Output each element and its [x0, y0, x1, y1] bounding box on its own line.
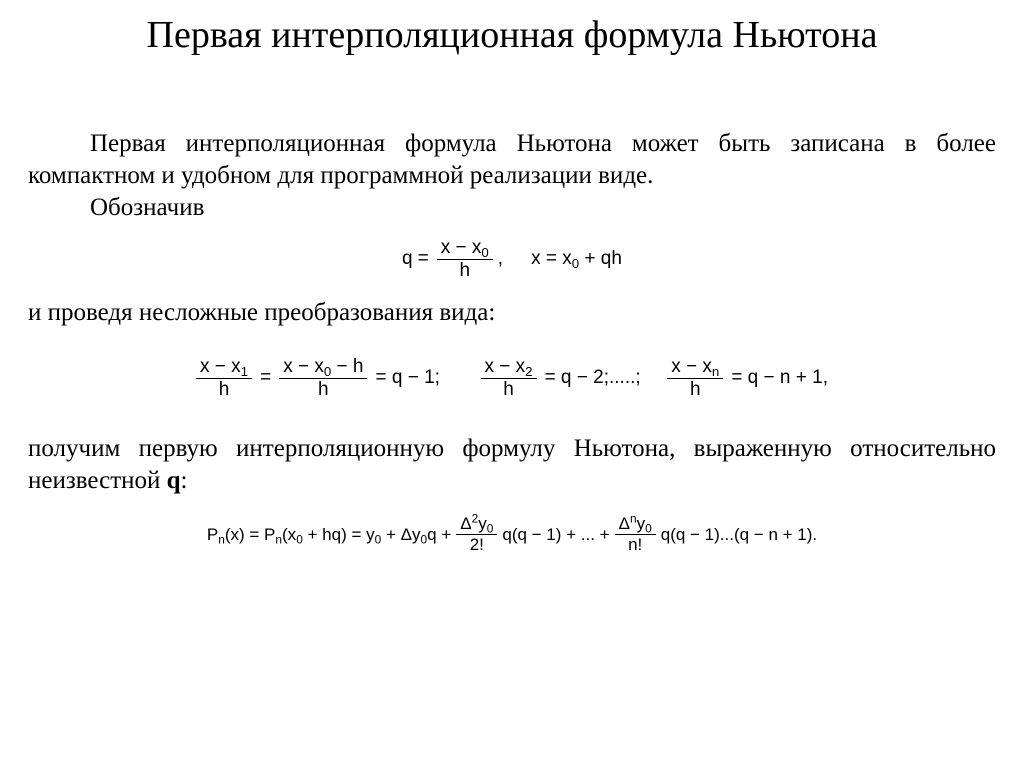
fraction-xxn-h: x − xn h: [667, 357, 723, 400]
Pn-x: Pn(x) = Pn(x0 + hq) = y0 + Δy0q +: [207, 525, 451, 545]
fraction-d2y0-2fact: Δ2y0 2!: [456, 515, 497, 554]
fraction-xx0-h: x − x0 h: [437, 238, 493, 281]
var-q: q: [402, 248, 413, 270]
formula-3-expr: Pn(x) = Pn(x0 + hq) = y0 + Δy0q + Δ2y0 2…: [207, 515, 817, 554]
page-title: Первая интерполяционная формула Ньютона: [28, 14, 996, 58]
paragraph-4: получим первую интерполяционную формулу …: [28, 433, 996, 497]
after-d2: q(q − 1) + ... +: [502, 525, 609, 545]
comma: ,: [498, 248, 503, 270]
formula-1-expr: q = x − x0 h , x = x0 + qh: [402, 238, 622, 281]
formula-1: q = x − x0 h , x = x0 + qh: [28, 238, 996, 281]
paragraph-3: и проведя несложные преобразования вида:: [28, 297, 996, 329]
var-q-bold: q: [167, 467, 181, 494]
fraction-xx0h-h: x − x0 − h h: [279, 357, 367, 400]
formula-2-part3: x − xn h = q − n + 1,: [664, 357, 831, 400]
formula-2-part1: x − x1 h = x − x0 − h h = q − 1;: [193, 357, 443, 400]
slide: Первая интерполяционная формула Ньютона …: [0, 0, 1024, 554]
formula-2: x − x1 h = x − x0 − h h = q − 1; x − x2 …: [28, 357, 996, 400]
formula-1-rhs: x = x0 + qh: [531, 248, 622, 270]
fraction-numerator: x − x0: [437, 238, 493, 260]
fraction-xx1-h: x − x1 h: [196, 357, 252, 400]
equals-sign: =: [418, 248, 429, 270]
after-dn: q(q − 1)...(q − n + 1).: [661, 525, 817, 545]
fraction-dny0-nfact: Δny0 n!: [615, 515, 656, 554]
formula-2-part2: x − x2 h = q − 2;.....;: [478, 357, 644, 400]
formula-3: Pn(x) = Pn(x0 + hq) = y0 + Δy0q + Δ2y0 2…: [28, 515, 996, 554]
fraction-xx2-h: x − x2 h: [481, 357, 537, 400]
paragraph-2: Обозначив: [28, 192, 996, 224]
paragraph-1: Первая интерполяционная формула Ньютона …: [28, 128, 996, 192]
fraction-denominator: h: [455, 260, 474, 281]
